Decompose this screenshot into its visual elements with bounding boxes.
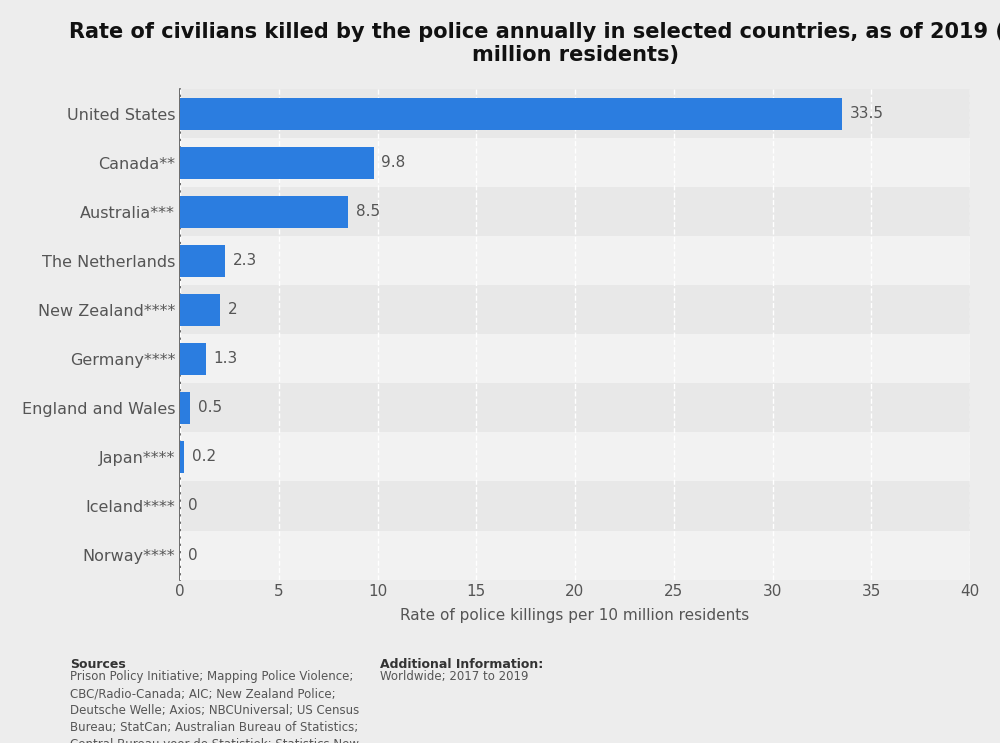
- Bar: [180, 294, 220, 325]
- Bar: [180, 531, 970, 580]
- Bar: [180, 89, 970, 138]
- Text: 33.5: 33.5: [850, 106, 884, 121]
- Bar: [180, 236, 970, 285]
- Bar: [180, 343, 206, 374]
- Bar: [180, 196, 348, 227]
- Bar: [180, 147, 374, 178]
- Text: 0: 0: [188, 499, 198, 513]
- Text: Worldwide; 2017 to 2019: Worldwide; 2017 to 2019: [380, 670, 528, 683]
- Text: 2.3: 2.3: [233, 253, 258, 268]
- Text: 9.8: 9.8: [381, 155, 406, 170]
- Text: 1.3: 1.3: [214, 351, 238, 366]
- Text: 0.2: 0.2: [192, 450, 216, 464]
- Text: Prison Policy Initiative; Mapping Police Violence;
CBC/Radio-Canada; AIC; New Ze: Prison Policy Initiative; Mapping Police…: [70, 670, 369, 743]
- Bar: [180, 285, 970, 334]
- Text: 0.5: 0.5: [198, 400, 222, 415]
- X-axis label: Rate of police killings per 10 million residents: Rate of police killings per 10 million r…: [400, 608, 750, 623]
- Bar: [180, 98, 842, 129]
- Text: 8.5: 8.5: [356, 204, 380, 219]
- Bar: [180, 441, 184, 473]
- Title: Rate of civilians killed by the police annually in selected countries, as of 201: Rate of civilians killed by the police a…: [69, 22, 1000, 65]
- Bar: [180, 383, 970, 432]
- Bar: [180, 245, 225, 276]
- Bar: [180, 187, 970, 236]
- Text: 2: 2: [227, 302, 237, 317]
- Text: Additional Information:: Additional Information:: [380, 658, 543, 670]
- Bar: [180, 138, 970, 187]
- Text: 0: 0: [188, 548, 198, 562]
- Bar: [180, 392, 190, 424]
- Text: Sources: Sources: [70, 658, 126, 670]
- Bar: [180, 481, 970, 531]
- Bar: [180, 334, 970, 383]
- Bar: [180, 432, 970, 481]
